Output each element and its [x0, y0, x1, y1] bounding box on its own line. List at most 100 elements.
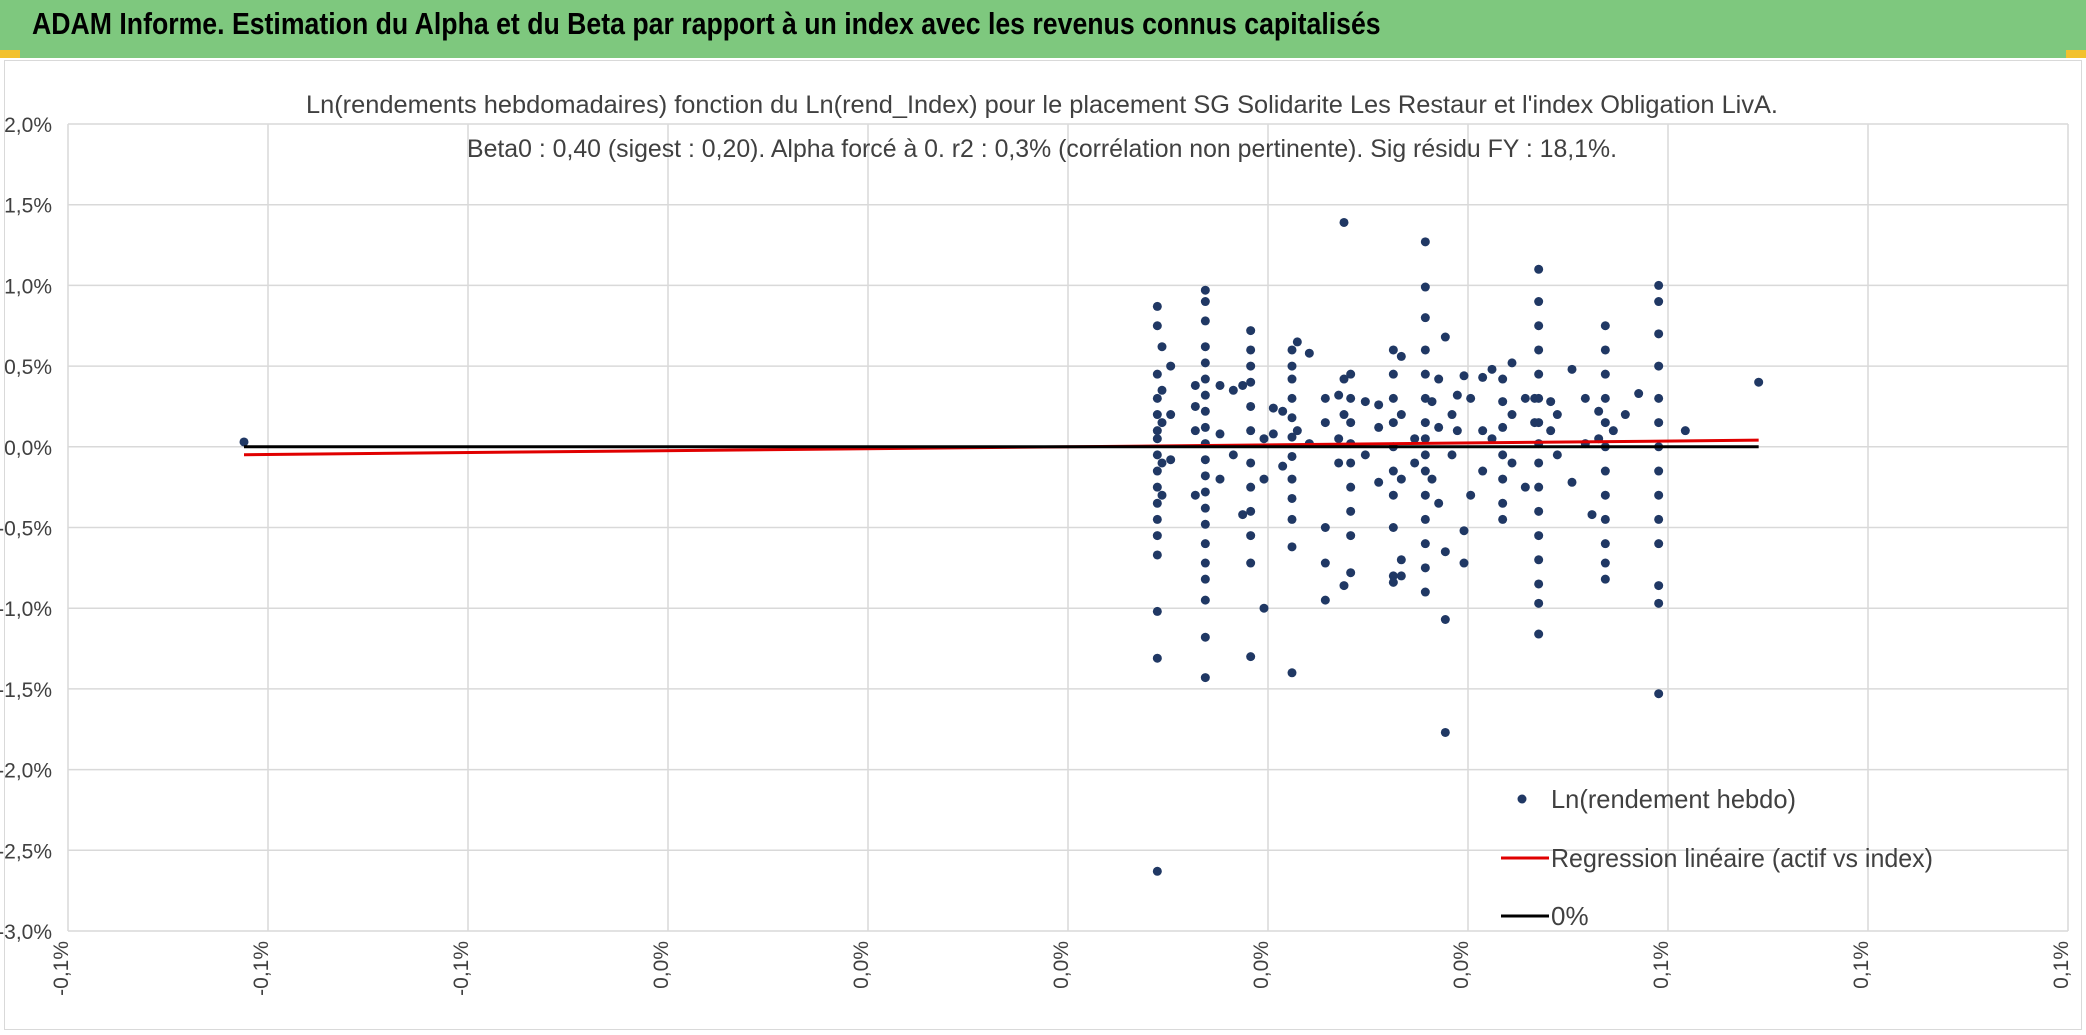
report-header: ADAM Informe. Estimation du Alpha et du … — [0, 0, 2086, 58]
data-point — [1654, 490, 1664, 500]
data-point — [1334, 434, 1344, 444]
data-point — [1200, 487, 1210, 497]
data-point — [1320, 418, 1330, 428]
data-point — [1388, 345, 1398, 355]
data-point — [1215, 429, 1225, 439]
data-point — [1152, 434, 1162, 444]
data-point — [1420, 237, 1430, 247]
data-point — [1420, 587, 1430, 597]
data-point — [1427, 474, 1437, 484]
data-point — [1587, 510, 1597, 520]
data-point — [1200, 406, 1210, 416]
data-point — [1427, 397, 1437, 407]
chart-title-line1: Ln(rendements hebdomadaires) fonction du… — [306, 91, 1778, 119]
data-point — [1157, 458, 1167, 468]
data-point — [1654, 581, 1664, 591]
data-point — [1190, 426, 1200, 436]
x-tick-label: 0,0% — [1050, 941, 1073, 989]
data-point — [1152, 321, 1162, 331]
y-tick-label: 0,0% — [4, 437, 52, 460]
data-point — [1200, 539, 1210, 549]
data-point — [1654, 329, 1664, 339]
data-point — [1498, 374, 1508, 384]
data-point — [1654, 418, 1664, 428]
data-point — [1388, 490, 1398, 500]
data-point — [1246, 458, 1256, 468]
data-point — [1238, 510, 1248, 520]
data-point — [1287, 474, 1297, 484]
data-point — [1200, 316, 1210, 326]
data-point — [1246, 531, 1256, 541]
data-point — [1157, 385, 1167, 395]
data-point — [1246, 558, 1256, 568]
data-point — [1346, 418, 1356, 428]
data-point — [1246, 326, 1256, 336]
data-point — [1420, 369, 1430, 379]
y-tick-label: 2,0% — [4, 114, 52, 137]
data-point — [1287, 361, 1297, 371]
series-layer — [239, 217, 1764, 876]
data-point — [1487, 434, 1497, 444]
y-tick-label: 0,5% — [4, 356, 52, 379]
data-point — [1360, 450, 1370, 460]
data-point — [1388, 523, 1398, 532]
data-point — [1534, 321, 1544, 331]
data-point — [1152, 866, 1162, 876]
data-point — [1420, 466, 1430, 476]
data-point — [1452, 426, 1462, 436]
data-point — [1498, 397, 1508, 407]
data-point — [1534, 579, 1544, 589]
x-tick-label: 0,1% — [1850, 941, 1873, 989]
data-point — [1292, 426, 1302, 436]
axis-layer: 2,0% 1,5% 1,0% 0,5% 0,0% -0,5% -1,0% -1,5% -2,0%… — [0, 114, 2073, 996]
data-point — [1580, 393, 1590, 403]
data-point — [1287, 393, 1297, 403]
data-point — [1287, 451, 1297, 461]
data-point — [1152, 498, 1162, 508]
data-point — [1374, 477, 1384, 487]
data-point — [1346, 568, 1356, 578]
data-point — [1534, 629, 1544, 639]
data-point — [1420, 539, 1430, 549]
data-point — [1534, 369, 1544, 379]
data-point — [1600, 539, 1610, 549]
data-point — [1152, 606, 1162, 616]
data-point — [1600, 418, 1610, 428]
data-point — [1388, 571, 1398, 581]
data-point — [1420, 393, 1430, 403]
data-point — [1246, 361, 1256, 371]
data-point — [1600, 369, 1610, 379]
data-point — [1440, 547, 1450, 557]
data-point — [1600, 393, 1610, 403]
data-point — [1478, 426, 1488, 436]
chart-title-line2: Beta0 : 0,40 (sigest : 0,20). Alpha forc… — [467, 135, 1617, 163]
data-point — [1654, 361, 1664, 371]
data-point — [1600, 466, 1610, 476]
data-point — [1600, 514, 1610, 524]
data-point — [1228, 450, 1238, 460]
data-point — [1360, 397, 1370, 407]
data-point — [1534, 264, 1544, 274]
data-point — [1466, 393, 1476, 403]
data-point — [1388, 466, 1398, 476]
data-point — [1200, 342, 1210, 352]
data-point — [1620, 410, 1630, 420]
data-point — [1478, 372, 1488, 382]
data-point — [1447, 450, 1457, 460]
data-point — [1487, 364, 1497, 374]
data-point — [1200, 503, 1210, 513]
data-point — [1459, 371, 1469, 381]
data-point — [1507, 410, 1517, 420]
data-point — [1320, 523, 1330, 532]
data-point — [1420, 345, 1430, 355]
data-point — [1654, 689, 1664, 699]
data-point — [1420, 313, 1430, 323]
data-point — [1388, 577, 1398, 587]
data-point — [1268, 429, 1278, 439]
data-point — [1459, 526, 1469, 536]
data-point — [1287, 668, 1297, 678]
data-point — [1654, 393, 1664, 403]
data-point — [1420, 514, 1430, 524]
data-point — [1246, 426, 1256, 436]
y-tick-label: 1,0% — [4, 275, 52, 298]
